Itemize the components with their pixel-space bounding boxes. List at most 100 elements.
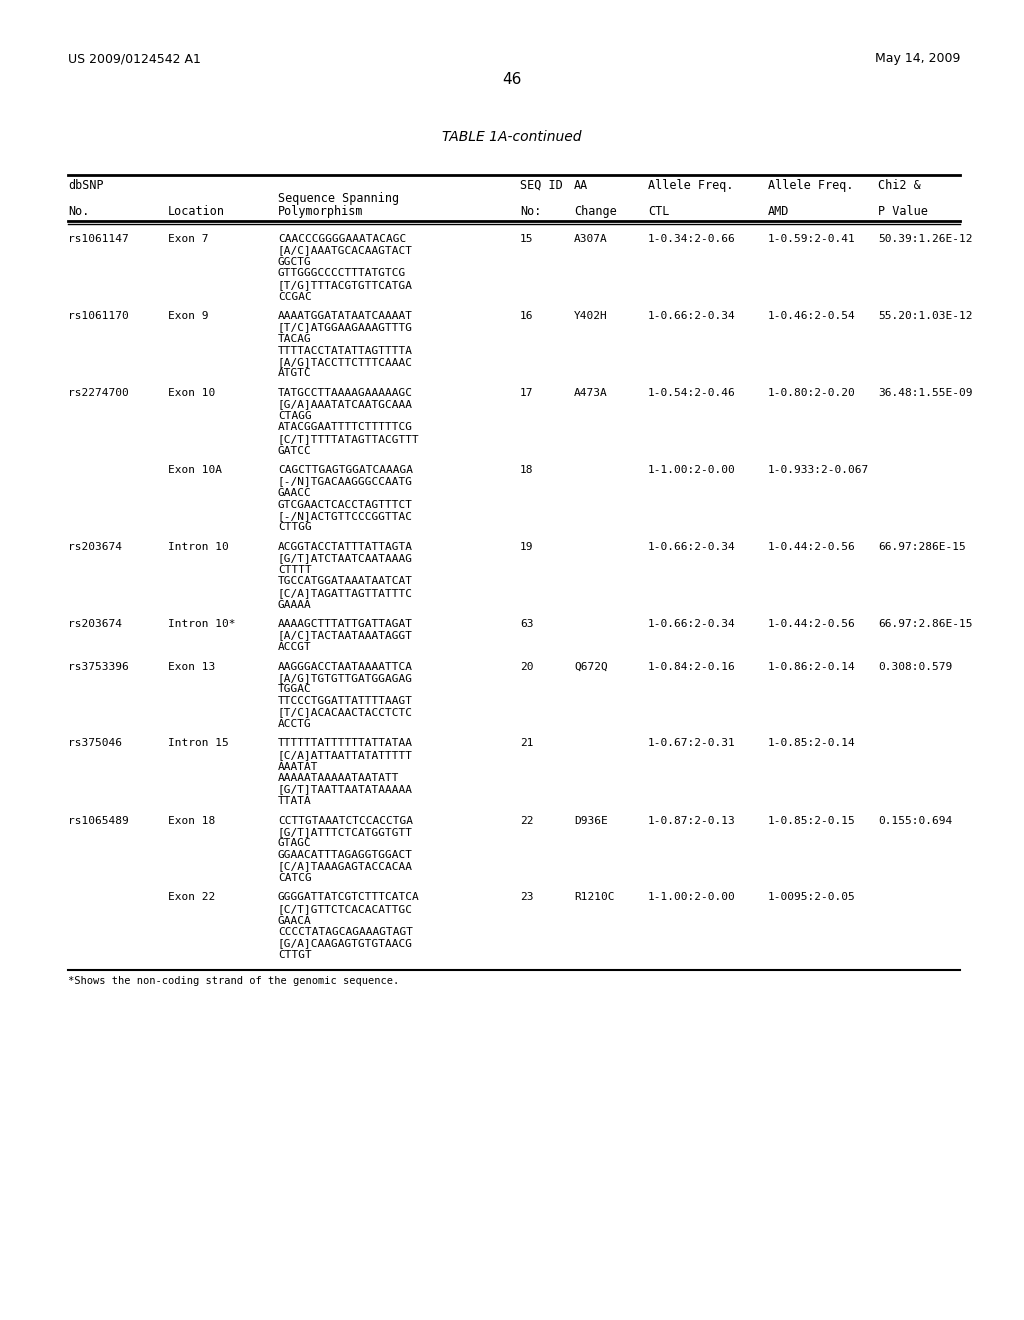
Text: 20: 20 xyxy=(520,661,534,672)
Text: TTCCCTGGATTATTTTAAGT: TTCCCTGGATTATTTTAAGT xyxy=(278,696,413,706)
Text: GAACA: GAACA xyxy=(278,916,311,925)
Text: A473A: A473A xyxy=(574,388,608,399)
Text: GGGGATTATCGTCTTTCATCA: GGGGATTATCGTCTTTCATCA xyxy=(278,892,420,903)
Text: [A/G]TACCTTCTTTCAAAC: [A/G]TACCTTCTTTCAAAC xyxy=(278,356,413,367)
Text: GTTGGGCCCCTTTATGTCG: GTTGGGCCCCTTTATGTCG xyxy=(278,268,407,279)
Text: Change: Change xyxy=(574,205,616,218)
Text: CCGAC: CCGAC xyxy=(278,292,311,301)
Text: Location: Location xyxy=(168,205,225,218)
Text: [G/T]TAATTAATATAAAAA: [G/T]TAATTAATATAAAAA xyxy=(278,784,413,795)
Text: [A/G]TGTGTTGATGGAGAG: [A/G]TGTGTTGATGGAGAG xyxy=(278,673,413,682)
Text: [-/N]TGACAAGGGCCAATG: [-/N]TGACAAGGGCCAATG xyxy=(278,477,413,487)
Text: AAGGGACCTAATAAAATTCA: AAGGGACCTAATAAAATTCA xyxy=(278,661,413,672)
Text: 18: 18 xyxy=(520,465,534,475)
Text: CAACCCGGGGAAATACAGC: CAACCCGGGGAAATACAGC xyxy=(278,234,407,244)
Text: A307A: A307A xyxy=(574,234,608,244)
Text: CTAGG: CTAGG xyxy=(278,411,311,421)
Text: 1-1.00:2-0.00: 1-1.00:2-0.00 xyxy=(648,892,736,903)
Text: Allele Freq.: Allele Freq. xyxy=(768,180,853,191)
Text: 46: 46 xyxy=(503,73,521,87)
Text: GAACC: GAACC xyxy=(278,488,311,498)
Text: Exon 10: Exon 10 xyxy=(168,388,215,399)
Text: [A/C]AAATGCACAAGTACT: [A/C]AAATGCACAAGTACT xyxy=(278,246,413,256)
Text: rs3753396: rs3753396 xyxy=(68,661,129,672)
Text: GATCC: GATCC xyxy=(278,446,311,455)
Text: Exon 18: Exon 18 xyxy=(168,816,215,825)
Text: rs1061170: rs1061170 xyxy=(68,312,129,321)
Text: GTCGAACTCACCTAGTTTCT: GTCGAACTCACCTAGTTTCT xyxy=(278,499,413,510)
Text: Exon 9: Exon 9 xyxy=(168,312,209,321)
Text: 1-0.59:2-0.41: 1-0.59:2-0.41 xyxy=(768,234,856,244)
Text: No:: No: xyxy=(520,205,542,218)
Text: ACGGTACCTATTTATTAGTA: ACGGTACCTATTTATTAGTA xyxy=(278,543,413,552)
Text: 50.39:1.26E-12: 50.39:1.26E-12 xyxy=(878,234,973,244)
Text: Sequence Spanning: Sequence Spanning xyxy=(278,191,399,205)
Text: [G/T]ATTTCTCATGGTGTT: [G/T]ATTTCTCATGGTGTT xyxy=(278,828,413,837)
Text: AAATAT: AAATAT xyxy=(278,762,318,771)
Text: 36.48:1.55E-09: 36.48:1.55E-09 xyxy=(878,388,973,399)
Text: No.: No. xyxy=(68,205,89,218)
Text: Polymorphism: Polymorphism xyxy=(278,205,364,218)
Text: 66.97:2.86E-15: 66.97:2.86E-15 xyxy=(878,619,973,630)
Text: US 2009/0124542 A1: US 2009/0124542 A1 xyxy=(68,51,201,65)
Text: 55.20:1.03E-12: 55.20:1.03E-12 xyxy=(878,312,973,321)
Text: [C/A]ATTAATTATATTTTT: [C/A]ATTAATTATATTTTT xyxy=(278,750,413,760)
Text: TATGCCTTAAAAGAAAAAGC: TATGCCTTAAAAGAAAAAGC xyxy=(278,388,413,399)
Text: Y402H: Y402H xyxy=(574,312,608,321)
Text: 17: 17 xyxy=(520,388,534,399)
Text: GGAACATTTAGAGGTGGACT: GGAACATTTAGAGGTGGACT xyxy=(278,850,413,861)
Text: AAAATGGATATAATCAAAAT: AAAATGGATATAATCAAAAT xyxy=(278,312,413,321)
Text: Exon 22: Exon 22 xyxy=(168,892,215,903)
Text: 22: 22 xyxy=(520,816,534,825)
Text: 1-0.66:2-0.34: 1-0.66:2-0.34 xyxy=(648,543,736,552)
Text: CTTGG: CTTGG xyxy=(278,523,311,532)
Text: 1-0.54:2-0.46: 1-0.54:2-0.46 xyxy=(648,388,736,399)
Text: CCCCTATAGCAGAAAGTAGT: CCCCTATAGCAGAAAGTAGT xyxy=(278,927,413,937)
Text: rs1065489: rs1065489 xyxy=(68,816,129,825)
Text: [-/N]ACTGTTCCCGGTTAC: [-/N]ACTGTTCCCGGTTAC xyxy=(278,511,413,521)
Text: SEQ ID: SEQ ID xyxy=(520,180,563,191)
Text: 1-0.34:2-0.66: 1-0.34:2-0.66 xyxy=(648,234,736,244)
Text: GTAGC: GTAGC xyxy=(278,838,311,849)
Text: 1-0.85:2-0.14: 1-0.85:2-0.14 xyxy=(768,738,856,748)
Text: 1-0.87:2-0.13: 1-0.87:2-0.13 xyxy=(648,816,736,825)
Text: 1-0095:2-0.05: 1-0095:2-0.05 xyxy=(768,892,856,903)
Text: [G/T]ATCTAATCAATAAAG: [G/T]ATCTAATCAATAAAG xyxy=(278,553,413,564)
Text: D936E: D936E xyxy=(574,816,608,825)
Text: AA: AA xyxy=(574,180,588,191)
Text: TABLE 1A-continued: TABLE 1A-continued xyxy=(442,129,582,144)
Text: 63: 63 xyxy=(520,619,534,630)
Text: 23: 23 xyxy=(520,892,534,903)
Text: 1-0.46:2-0.54: 1-0.46:2-0.54 xyxy=(768,312,856,321)
Text: 1-0.66:2-0.34: 1-0.66:2-0.34 xyxy=(648,619,736,630)
Text: 21: 21 xyxy=(520,738,534,748)
Text: 1-1.00:2-0.00: 1-1.00:2-0.00 xyxy=(648,465,736,475)
Text: [T/C]ATGGAAGAAAGTTTG: [T/C]ATGGAAGAAAGTTTG xyxy=(278,322,413,333)
Text: 0.155:0.694: 0.155:0.694 xyxy=(878,816,952,825)
Text: CTTTT: CTTTT xyxy=(278,565,311,576)
Text: Intron 15: Intron 15 xyxy=(168,738,228,748)
Text: [T/G]TTTACGTGTTCATGA: [T/G]TTTACGTGTTCATGA xyxy=(278,280,413,290)
Text: 1-0.85:2-0.15: 1-0.85:2-0.15 xyxy=(768,816,856,825)
Text: [C/T]TTTTATAGTTACGTTT: [C/T]TTTTATAGTTACGTTT xyxy=(278,434,420,444)
Text: CTL: CTL xyxy=(648,205,670,218)
Text: CAGCTTGAGTGGATCAAAGA: CAGCTTGAGTGGATCAAAGA xyxy=(278,465,413,475)
Text: May 14, 2009: May 14, 2009 xyxy=(874,51,961,65)
Text: Allele Freq.: Allele Freq. xyxy=(648,180,733,191)
Text: [T/C]ACACAACTACCTCTC: [T/C]ACACAACTACCTCTC xyxy=(278,708,413,718)
Text: AAAAATAAAAATAATATT: AAAAATAAAAATAATATT xyxy=(278,774,399,783)
Text: GAAAA: GAAAA xyxy=(278,599,311,610)
Text: 1-0.44:2-0.56: 1-0.44:2-0.56 xyxy=(768,619,856,630)
Text: Exon 10A: Exon 10A xyxy=(168,465,222,475)
Text: 1-0.933:2-0.067: 1-0.933:2-0.067 xyxy=(768,465,869,475)
Text: 1-0.44:2-0.56: 1-0.44:2-0.56 xyxy=(768,543,856,552)
Text: Exon 7: Exon 7 xyxy=(168,234,209,244)
Text: TACAG: TACAG xyxy=(278,334,311,345)
Text: R1210C: R1210C xyxy=(574,892,614,903)
Text: rs375046: rs375046 xyxy=(68,738,122,748)
Text: [C/A]TAAAGAGTACCACAA: [C/A]TAAAGAGTACCACAA xyxy=(278,862,413,871)
Text: ACCGT: ACCGT xyxy=(278,642,311,652)
Text: Q672Q: Q672Q xyxy=(574,661,608,672)
Text: TTATA: TTATA xyxy=(278,796,311,807)
Text: Exon 13: Exon 13 xyxy=(168,661,215,672)
